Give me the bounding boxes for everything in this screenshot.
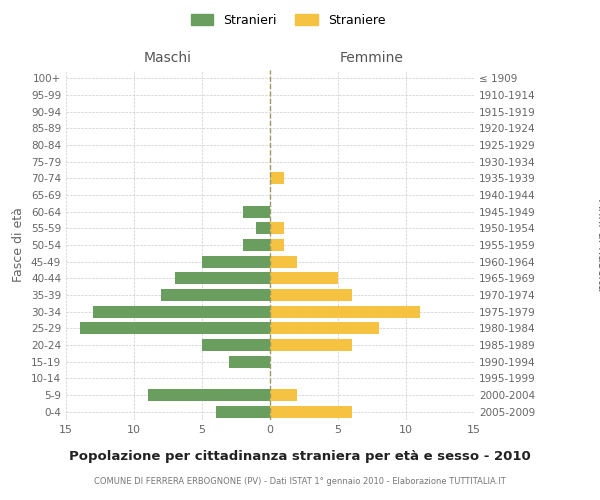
- Bar: [270, 239, 284, 251]
- Bar: [202, 256, 270, 268]
- Bar: [202, 339, 270, 351]
- Bar: [270, 222, 284, 234]
- Bar: [270, 389, 297, 401]
- Text: Femmine: Femmine: [340, 51, 404, 65]
- Bar: [243, 239, 270, 251]
- Text: Maschi: Maschi: [144, 51, 192, 65]
- Bar: [93, 306, 270, 318]
- Y-axis label: Fasce di età: Fasce di età: [13, 208, 25, 282]
- Bar: [270, 406, 352, 417]
- Legend: Stranieri, Straniere: Stranieri, Straniere: [185, 8, 391, 32]
- Bar: [270, 289, 352, 301]
- Bar: [270, 272, 338, 284]
- Bar: [270, 322, 379, 334]
- Text: COMUNE DI FERRERA ERBOGNONE (PV) - Dati ISTAT 1° gennaio 2010 - Elaborazione TUT: COMUNE DI FERRERA ERBOGNONE (PV) - Dati …: [94, 478, 506, 486]
- Bar: [161, 289, 270, 301]
- Bar: [215, 406, 270, 417]
- Bar: [229, 356, 270, 368]
- Bar: [270, 256, 297, 268]
- Bar: [270, 306, 419, 318]
- Bar: [270, 172, 284, 184]
- Bar: [270, 339, 352, 351]
- Bar: [148, 389, 270, 401]
- Bar: [80, 322, 270, 334]
- Bar: [256, 222, 270, 234]
- Bar: [243, 206, 270, 218]
- Text: Popolazione per cittadinanza straniera per età e sesso - 2010: Popolazione per cittadinanza straniera p…: [69, 450, 531, 463]
- Bar: [175, 272, 270, 284]
- Y-axis label: Anni di nascita: Anni di nascita: [595, 198, 600, 291]
